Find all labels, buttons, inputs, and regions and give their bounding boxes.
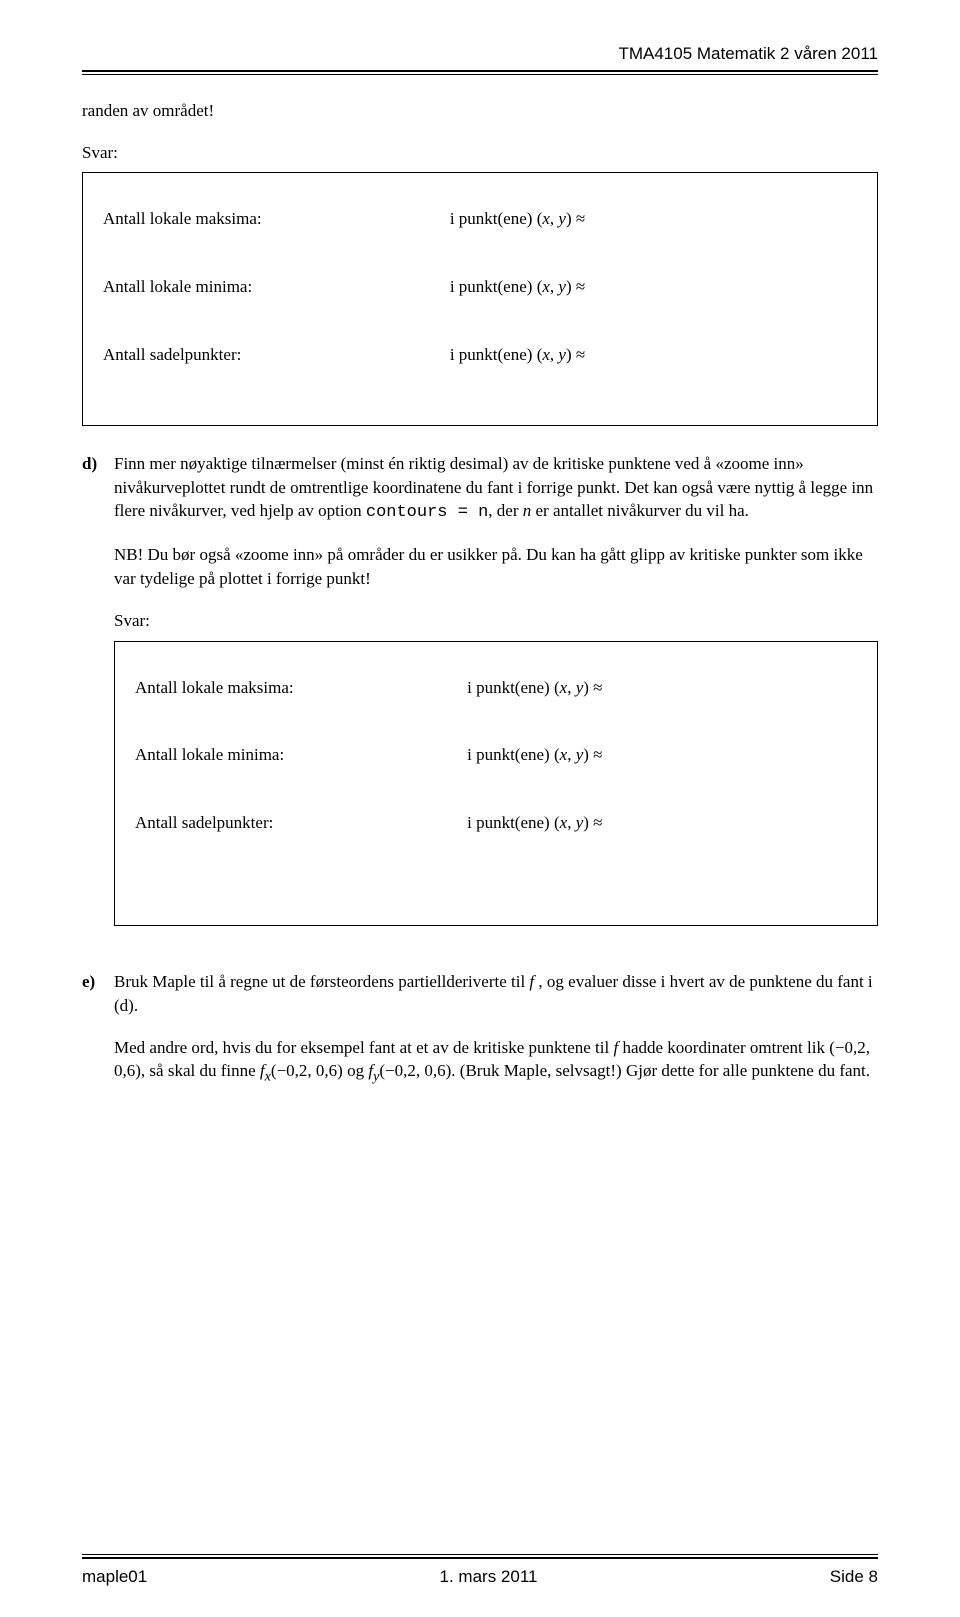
row-value: i punkt(ene) (x, y) ≈	[467, 743, 857, 767]
subitem-e: e) Bruk Maple til å regne ut de førsteor…	[82, 970, 878, 1106]
row-value: i punkt(ene) (x, y) ≈	[467, 676, 857, 700]
item-d-p2: NB! Du bør også «zoome inn» på områder d…	[114, 543, 878, 591]
footer-left: maple01	[82, 1565, 147, 1589]
item-marker-e: e)	[82, 970, 104, 1106]
bottom-rule	[82, 1554, 878, 1559]
svar-label-1: Svar:	[82, 141, 878, 165]
table-row: Antall lokale maksima: i punkt(ene) (x, …	[135, 676, 857, 700]
course-header: TMA4105 Matematik 2 våren 2011	[82, 42, 878, 66]
answer-box-1: Antall lokale maksima: i punkt(ene) (x, …	[82, 172, 878, 425]
row-value: i punkt(ene) (x, y) ≈	[450, 343, 857, 367]
subitem-d: d) Finn mer nøyaktige tilnærmelser (mins…	[82, 452, 878, 952]
row-label: Antall lokale minima:	[135, 743, 467, 767]
top-rule	[82, 70, 878, 75]
footer-center: 1. mars 2011	[440, 1565, 538, 1589]
page-footer: maple01 1. mars 2011 Side 8	[82, 1546, 878, 1589]
table-row: Antall lokale minima: i punkt(ene) (x, y…	[103, 275, 857, 299]
row-label: Antall lokale maksima:	[135, 676, 467, 700]
table-row: Antall lokale minima: i punkt(ene) (x, y…	[135, 743, 857, 767]
row-value: i punkt(ene) (x, y) ≈	[450, 207, 857, 231]
footer-right: Side 8	[830, 1565, 878, 1589]
code-contours: contours = n	[366, 503, 488, 522]
item-e-p2: Med andre ord, hvis du for eksempel fant…	[114, 1036, 878, 1088]
item-d-p1: Finn mer nøyaktige tilnærmelser (minst é…	[114, 452, 878, 525]
table-row: Antall sadelpunkter: i punkt(ene) (x, y)…	[135, 811, 857, 835]
row-label: Antall lokale maksima:	[103, 207, 450, 231]
row-label: Antall lokale minima:	[103, 275, 450, 299]
table-row: Antall sadelpunkter: i punkt(ene) (x, y)…	[103, 343, 857, 367]
intro-line: randen av området!	[82, 99, 878, 123]
answer-box-2: Antall lokale maksima: i punkt(ene) (x, …	[114, 641, 878, 926]
row-value: i punkt(ene) (x, y) ≈	[467, 811, 857, 835]
row-label: Antall sadelpunkter:	[135, 811, 467, 835]
row-label: Antall sadelpunkter:	[103, 343, 450, 367]
svar-label-2: Svar:	[114, 609, 878, 633]
table-row: Antall lokale maksima: i punkt(ene) (x, …	[103, 207, 857, 231]
item-marker-d: d)	[82, 452, 104, 952]
row-value: i punkt(ene) (x, y) ≈	[450, 275, 857, 299]
item-e-p1: Bruk Maple til å regne ut de førsteorden…	[114, 970, 878, 1018]
